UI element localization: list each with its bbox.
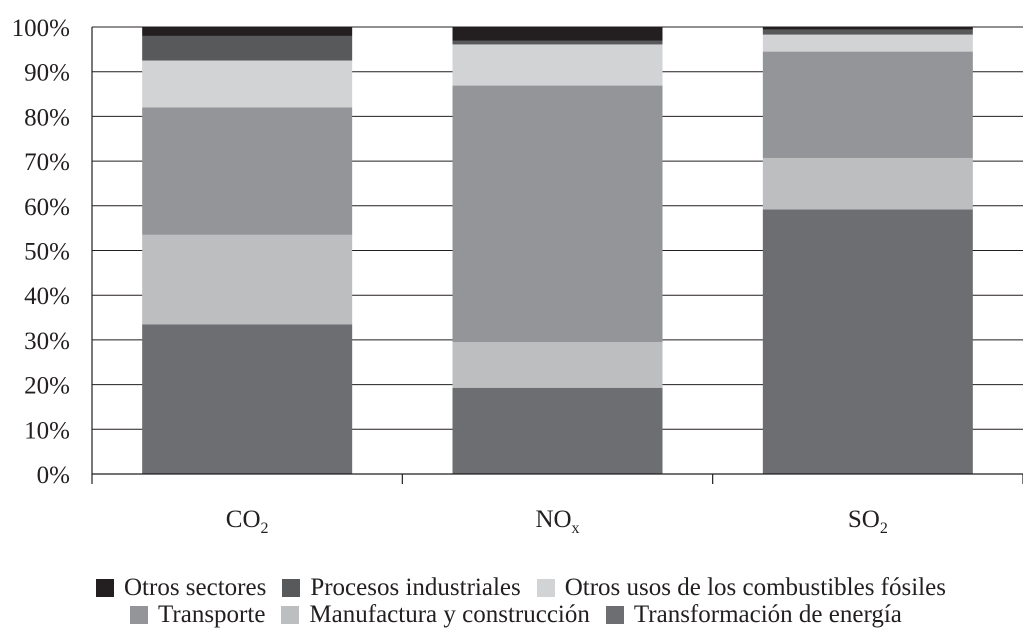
bar-segment bbox=[142, 107, 353, 235]
legend-label: Otros sectores bbox=[124, 574, 267, 601]
y-tick-label: 0% bbox=[37, 462, 70, 489]
y-tick-label: 10% bbox=[24, 417, 70, 444]
legend-item-procesos-industriales: Procesos industriales bbox=[282, 574, 521, 602]
legend-item-transporte: Transporte bbox=[130, 601, 265, 629]
bar-segment bbox=[452, 40, 663, 45]
y-tick-label: 40% bbox=[24, 283, 70, 310]
bar-segment bbox=[142, 324, 353, 474]
legend-swatch bbox=[281, 606, 300, 624]
legend-label: Transformación de energía bbox=[633, 601, 902, 628]
bar-segment bbox=[762, 29, 973, 35]
legend-swatch bbox=[605, 606, 624, 624]
legend-label: Procesos industriales bbox=[310, 574, 521, 601]
bar-segment bbox=[142, 35, 353, 61]
bar-segment bbox=[762, 157, 973, 210]
legend-item-transformacion: Transformación de energía bbox=[605, 601, 902, 629]
x-tick-label: NOx bbox=[535, 506, 579, 537]
legend-row-1: Otros sectores Procesos industriales Otr… bbox=[96, 574, 962, 602]
bar-segment bbox=[452, 342, 663, 388]
y-tick-label: 60% bbox=[24, 194, 70, 221]
bars bbox=[142, 27, 973, 474]
legend-swatch bbox=[96, 579, 114, 597]
legend-swatch bbox=[536, 579, 555, 597]
legend-swatch bbox=[282, 579, 301, 597]
bar-segment bbox=[142, 60, 353, 108]
y-tick-label: 100% bbox=[12, 15, 70, 42]
legend-row-2: Transporte Manufactura y construcción Tr… bbox=[130, 601, 918, 629]
x-axis: CO2 NOx SO2 bbox=[91, 473, 1023, 537]
bar-segment bbox=[762, 51, 973, 158]
legend-label: Otros usos de los combustibles fósiles bbox=[564, 574, 946, 601]
bar-segment bbox=[452, 27, 663, 41]
bar-segment bbox=[452, 44, 663, 86]
y-tick-label: 80% bbox=[24, 104, 70, 131]
stacked-bar-chart: 0% 10% 20% 30% 40% 50% 60% 70% 80% 90% 100% CO2 NOx… bbox=[12, 15, 1023, 537]
legend-swatch bbox=[130, 606, 148, 624]
legend-item-otros-usos: Otros usos de los combustibles fósiles bbox=[536, 574, 946, 602]
bar-segment bbox=[142, 27, 353, 36]
bar-segment bbox=[762, 27, 973, 30]
y-tick-label: 30% bbox=[24, 328, 70, 355]
bar-segment bbox=[762, 209, 973, 474]
bar-segment bbox=[452, 85, 663, 343]
bar-segment bbox=[452, 387, 663, 474]
bar-segment bbox=[142, 234, 353, 325]
legend-label: Transporte bbox=[158, 601, 266, 628]
y-tick-label: 50% bbox=[24, 239, 70, 266]
x-tick-label: SO2 bbox=[848, 506, 888, 537]
y-tick-label: 90% bbox=[24, 60, 70, 87]
x-tick-label: CO2 bbox=[226, 506, 269, 537]
legend-item-otros-sectores: Otros sectores bbox=[96, 574, 266, 602]
y-tick-label: 70% bbox=[24, 149, 70, 176]
y-axis: 0% 10% 20% 30% 40% 50% 60% 70% 80% 90% 100% bbox=[12, 15, 93, 489]
bar-segment bbox=[762, 34, 973, 52]
y-tick-label: 20% bbox=[24, 373, 70, 400]
legend-item-manufactura: Manufactura y construcción bbox=[281, 601, 590, 629]
legend-label: Manufactura y construcción bbox=[309, 601, 590, 628]
